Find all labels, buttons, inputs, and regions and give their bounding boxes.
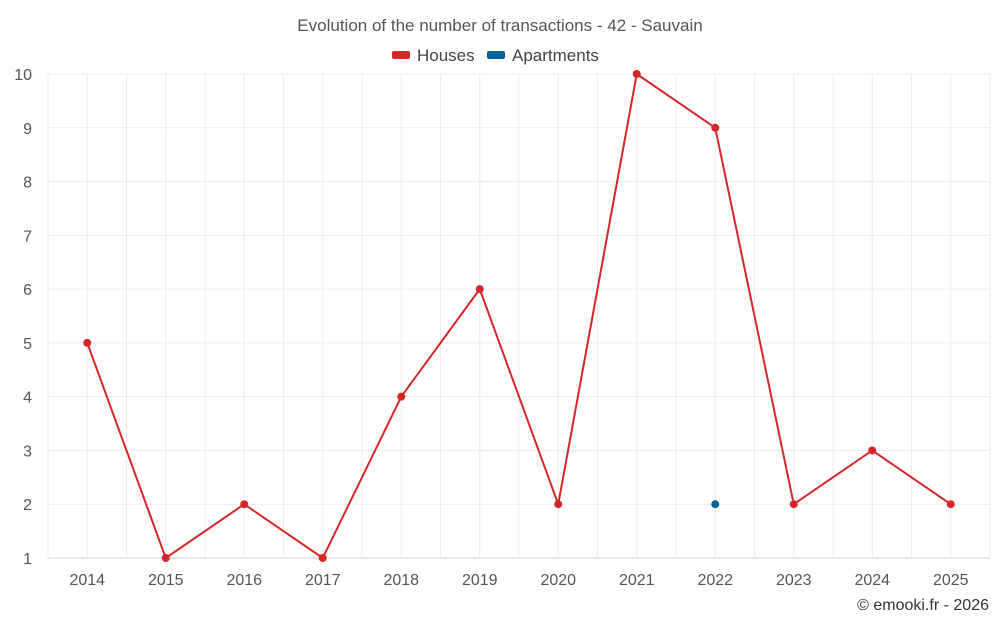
data-series: [83, 70, 955, 562]
x-tick-label: 2017: [305, 572, 341, 589]
x-tick-label: 2015: [148, 572, 184, 589]
data-point-houses[interactable]: [240, 500, 249, 509]
y-tick-label: 6: [23, 282, 32, 299]
data-point-houses[interactable]: [868, 446, 877, 455]
data-point-houses[interactable]: [554, 500, 563, 509]
data-point-houses[interactable]: [318, 554, 327, 562]
x-tick-label: 2024: [854, 572, 890, 589]
data-point-houses[interactable]: [946, 500, 955, 509]
series-line-houses: [86, 73, 952, 559]
y-tick-label: 8: [23, 175, 32, 192]
legend-label-houses[interactable]: Houses: [417, 46, 475, 65]
x-tick-label: 2018: [383, 572, 419, 589]
x-tick-label: 2020: [540, 572, 576, 589]
credit-text: © emooki.fr - 2026: [857, 597, 989, 614]
x-tick-label: 2021: [619, 572, 655, 589]
chart-title: Evolution of the number of transactions …: [297, 16, 702, 35]
y-tick-label: 5: [23, 336, 32, 353]
chart-legend: Houses Apartments: [392, 46, 599, 65]
y-axis-ticks: 1 2 3 4 5 6 7 8 9 10: [14, 67, 32, 568]
y-tick-label: 3: [23, 443, 32, 460]
x-tick-label: 2016: [226, 572, 262, 589]
y-tick-label: 2: [23, 497, 32, 514]
x-tick-label: 2014: [69, 572, 105, 589]
grid-lines: [47, 73, 991, 559]
y-tick-label: 1: [23, 551, 32, 568]
x-tick-label: 2023: [776, 572, 812, 589]
data-point-houses[interactable]: [711, 123, 720, 132]
x-tick-label: 2025: [933, 572, 969, 589]
data-point-houses[interactable]: [397, 392, 406, 401]
legend-label-apartments[interactable]: Apartments: [512, 46, 599, 65]
legend-swatch-houses: [392, 51, 410, 59]
x-axis-ticks: 2014 2015 2016 2017 2018 2019 2020 2021 2022 2023…: [69, 572, 968, 589]
y-tick-label: 7: [23, 228, 32, 245]
data-point-houses[interactable]: [632, 70, 641, 78]
data-point-houses[interactable]: [475, 285, 484, 294]
data-point-apartments[interactable]: [711, 500, 720, 509]
data-point-houses[interactable]: [83, 338, 92, 347]
data-point-houses[interactable]: [789, 500, 798, 509]
x-tick-label: 2022: [697, 572, 733, 589]
x-tick-label: 2019: [462, 572, 498, 589]
legend-swatch-apartments: [487, 51, 505, 59]
y-tick-label: 4: [23, 390, 32, 407]
data-point-houses[interactable]: [161, 554, 170, 562]
y-tick-label: 9: [23, 121, 32, 138]
y-tick-label: 10: [14, 67, 32, 84]
